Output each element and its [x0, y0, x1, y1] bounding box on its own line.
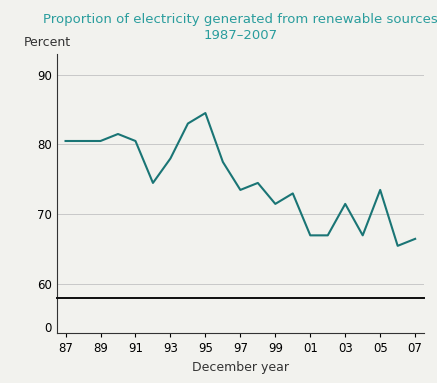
X-axis label: December year: December year: [192, 361, 289, 374]
Text: Percent: Percent: [24, 36, 71, 49]
Text: 1987–2007: 1987–2007: [203, 29, 277, 42]
Text: Proportion of electricity generated from renewable sources: Proportion of electricity generated from…: [43, 13, 437, 26]
